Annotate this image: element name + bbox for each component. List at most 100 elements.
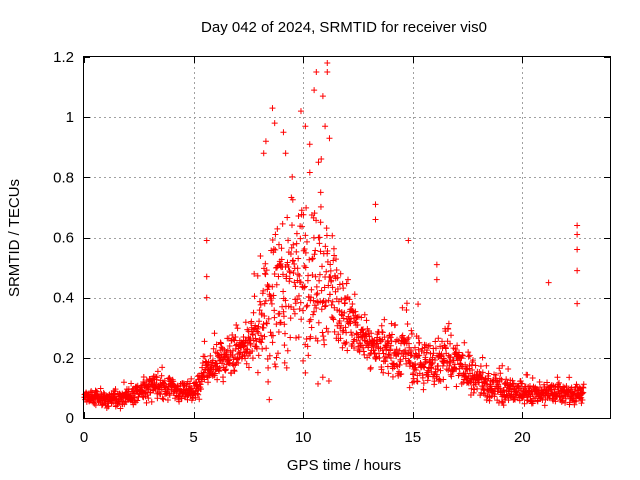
- data-point: [262, 271, 269, 278]
- data-point: [511, 395, 518, 402]
- data-point: [261, 300, 268, 307]
- data-point: [204, 361, 211, 368]
- data-point: [380, 350, 387, 357]
- data-point: [262, 297, 269, 304]
- data-point: [558, 398, 565, 405]
- data-point: [269, 237, 276, 244]
- data-point: [388, 338, 395, 345]
- data-point: [285, 263, 292, 270]
- axis-ticks: [84, 57, 610, 419]
- data-point: [270, 332, 277, 339]
- data-point: [410, 370, 417, 377]
- data-point: [373, 353, 380, 360]
- y-tick-label: 0.6: [53, 230, 74, 247]
- data-point: [492, 371, 499, 378]
- y-tick-label: 0.8: [53, 169, 74, 186]
- data-point: [293, 230, 300, 237]
- data-point: [334, 286, 341, 293]
- data-point: [340, 285, 347, 292]
- data-point: [396, 361, 403, 368]
- data-point: [263, 320, 270, 327]
- data-point: [244, 346, 251, 353]
- data-point: [218, 344, 225, 351]
- data-point: [262, 260, 269, 267]
- data-point: [312, 247, 319, 254]
- data-point: [233, 322, 240, 329]
- data-point: [158, 372, 165, 379]
- data-point: [429, 360, 436, 367]
- data-point: [277, 319, 284, 326]
- data-point: [120, 379, 127, 386]
- data-point: [316, 271, 323, 278]
- data-point: [266, 352, 273, 359]
- data-point: [274, 350, 281, 357]
- data-point: [290, 306, 297, 313]
- data-point: [265, 378, 272, 385]
- y-tick-label: 1: [66, 109, 74, 126]
- data-point: [247, 341, 254, 348]
- data-point: [306, 256, 313, 263]
- data-point: [293, 334, 300, 341]
- data-point: [165, 388, 172, 395]
- data-point: [210, 345, 217, 352]
- data-point: [509, 380, 516, 387]
- data-point: [213, 341, 220, 348]
- data-point: [291, 260, 298, 267]
- data-point: [447, 340, 454, 347]
- data-point: [141, 381, 148, 388]
- data-point: [372, 216, 379, 223]
- data-point: [398, 371, 405, 378]
- data-point: [291, 279, 298, 286]
- data-point: [363, 333, 370, 340]
- data-point: [306, 318, 313, 325]
- data-point: [134, 397, 141, 404]
- data-point: [261, 312, 268, 319]
- data-point: [261, 333, 268, 340]
- data-point: [257, 252, 264, 259]
- data-point: [484, 381, 491, 388]
- data-point: [406, 384, 413, 391]
- data-point: [143, 399, 150, 406]
- data-point: [234, 325, 241, 332]
- data-point: [265, 364, 272, 371]
- data-point: [351, 318, 358, 325]
- data-point: [341, 299, 348, 306]
- data-point: [573, 381, 580, 388]
- data-point: [280, 129, 287, 136]
- data-point: [194, 373, 201, 380]
- data-point: [498, 376, 505, 383]
- data-point: [287, 251, 294, 258]
- data-point: [304, 343, 311, 350]
- data-point: [445, 320, 452, 327]
- data-point: [287, 315, 294, 322]
- data-point: [254, 369, 261, 376]
- data-point: [271, 307, 278, 314]
- data-point: [399, 304, 406, 311]
- data-point: [199, 364, 206, 371]
- data-point: [500, 402, 507, 409]
- data-point: [419, 374, 426, 381]
- data-point: [148, 398, 155, 405]
- data-point: [448, 332, 455, 339]
- data-point: [321, 284, 328, 291]
- data-point: [485, 370, 492, 377]
- data-point: [312, 273, 319, 280]
- data-point: [496, 365, 503, 372]
- data-point: [290, 269, 297, 276]
- data-point: [310, 311, 317, 318]
- data-point: [469, 366, 476, 373]
- data-point: [275, 241, 282, 248]
- data-point: [382, 358, 389, 365]
- data-point: [229, 332, 236, 339]
- data-point: [275, 329, 282, 336]
- data-point: [289, 196, 296, 203]
- data-point: [282, 330, 289, 337]
- data-point: [445, 367, 452, 374]
- data-point: [255, 352, 262, 359]
- data-point: [346, 296, 353, 303]
- data-point: [203, 273, 210, 280]
- data-point: [170, 378, 177, 385]
- data-point: [301, 283, 308, 290]
- data-point: [338, 296, 345, 303]
- data-point: [420, 363, 427, 370]
